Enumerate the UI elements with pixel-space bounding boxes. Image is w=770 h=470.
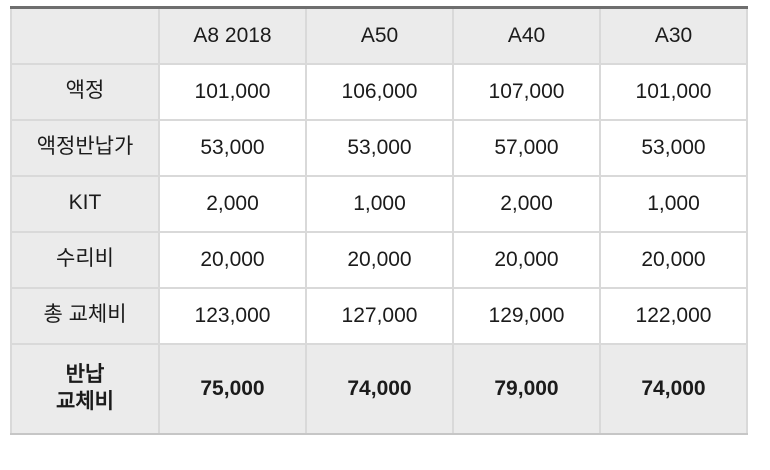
cell-kit-a40: 2,000	[452, 174, 601, 233]
cell-lcd-return-a30: 53,000	[599, 118, 748, 177]
column-header-a8-2018: A8 2018	[158, 6, 307, 65]
row-label-lcd-return-price: 액정반납가	[10, 118, 160, 177]
cell-return-a30: 74,000	[599, 342, 748, 435]
cell-kit-a50: 1,000	[305, 174, 454, 233]
table-row-kit: KIT 2,000 1,000 2,000 1,000	[10, 174, 748, 233]
column-header-a30: A30	[599, 6, 748, 65]
cell-lcd-a40: 107,000	[452, 62, 601, 121]
column-header-a50: A50	[305, 6, 454, 65]
cell-total-a40: 129,000	[452, 286, 601, 345]
cell-total-a8-2018: 123,000	[158, 286, 307, 345]
row-label-lcd: 액정	[10, 62, 160, 121]
cell-lcd-a50: 106,000	[305, 62, 454, 121]
table-row-lcd-return-price: 액정반납가 53,000 53,000 57,000 53,000	[10, 118, 748, 177]
cell-return-a50: 74,000	[305, 342, 454, 435]
row-label-repair-fee: 수리비	[10, 230, 160, 289]
cell-return-a8-2018: 75,000	[158, 342, 307, 435]
cell-kit-a30: 1,000	[599, 174, 748, 233]
row-label-total-replacement-cost: 총 교체비	[10, 286, 160, 345]
table-row-total-replacement-cost: 총 교체비 123,000 127,000 129,000 122,000	[10, 286, 748, 345]
header-row: A8 2018 A50 A40 A30	[10, 6, 748, 65]
cell-kit-a8-2018: 2,000	[158, 174, 307, 233]
cell-total-a50: 127,000	[305, 286, 454, 345]
cell-repair-a50: 20,000	[305, 230, 454, 289]
table-row-lcd: 액정 101,000 106,000 107,000 101,000	[10, 62, 748, 121]
cell-lcd-return-a8-2018: 53,000	[158, 118, 307, 177]
row-label-return-replacement-cost: 반납 교체비	[10, 342, 160, 435]
cell-repair-a40: 20,000	[452, 230, 601, 289]
row-label-kit: KIT	[10, 174, 160, 233]
column-header-a40: A40	[452, 6, 601, 65]
corner-cell	[10, 6, 160, 65]
price-comparison-table: A8 2018 A50 A40 A30 액정 101,000 106,000 1…	[10, 6, 748, 435]
table-row-return-replacement-cost: 반납 교체비 75,000 74,000 79,000 74,000	[10, 342, 748, 435]
cell-total-a30: 122,000	[599, 286, 748, 345]
table-row-repair-fee: 수리비 20,000 20,000 20,000 20,000	[10, 230, 748, 289]
cell-repair-a8-2018: 20,000	[158, 230, 307, 289]
cell-lcd-return-a40: 57,000	[452, 118, 601, 177]
cell-return-a40: 79,000	[452, 342, 601, 435]
cell-lcd-a8-2018: 101,000	[158, 62, 307, 121]
cell-lcd-a30: 101,000	[599, 62, 748, 121]
cell-lcd-return-a50: 53,000	[305, 118, 454, 177]
cell-repair-a30: 20,000	[599, 230, 748, 289]
